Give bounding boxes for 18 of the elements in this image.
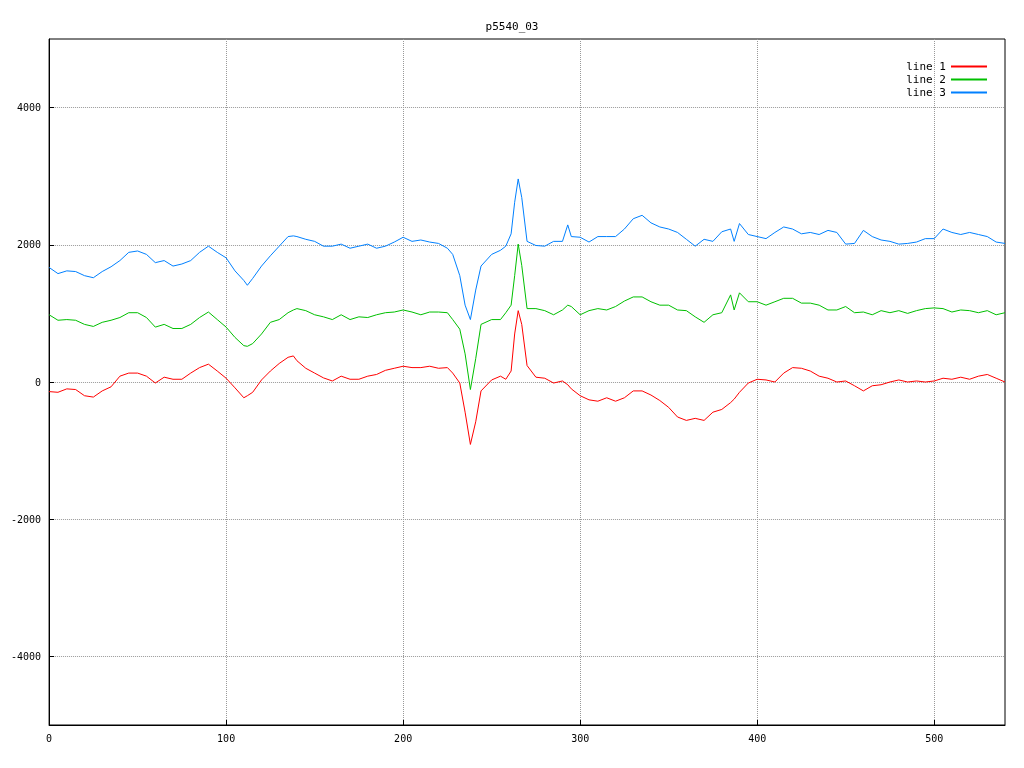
- x-tick-label: 0: [46, 732, 53, 744]
- x-tick-label: 100: [217, 732, 236, 744]
- x-tick-label: 300: [571, 732, 590, 744]
- legend-label: line 2: [906, 73, 946, 86]
- y-tick-label: 4000: [17, 102, 42, 114]
- x-tick-label: 200: [394, 732, 413, 744]
- x-tick-label: 400: [748, 732, 767, 744]
- line-series: [48, 178, 1006, 321]
- y-tick-label: -2000: [10, 513, 42, 525]
- y-tick-label: -4000: [10, 650, 42, 662]
- y-tick-label: 0: [35, 376, 42, 388]
- legend-label: line 3: [906, 86, 946, 99]
- x-tick-label: 500: [925, 732, 944, 744]
- chart-title: p5540_03: [485, 20, 539, 33]
- line-series: [48, 310, 1006, 445]
- legend-label: line 1: [906, 60, 946, 73]
- line-series: [48, 243, 1006, 391]
- y-tick-label: 2000: [17, 239, 42, 251]
